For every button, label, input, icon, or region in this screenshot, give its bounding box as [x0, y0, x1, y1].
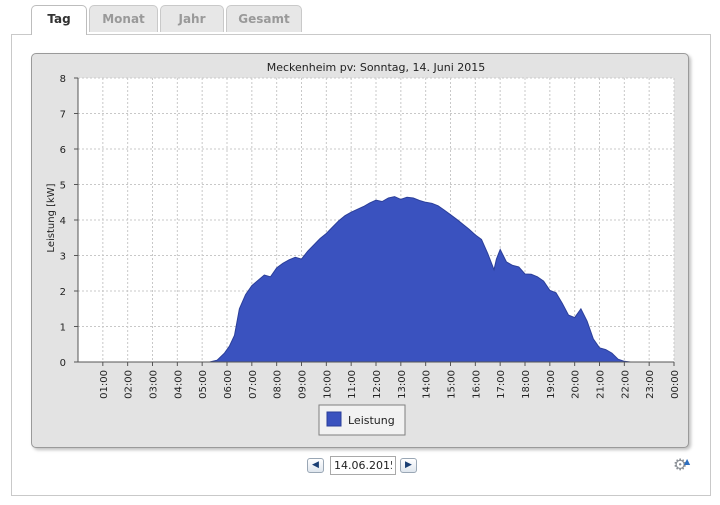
y-tick-label: 5: [60, 181, 66, 192]
x-tick-label: 05:00: [198, 370, 209, 399]
x-tick-label: 19:00: [546, 370, 557, 399]
y-tick-label: 3: [60, 252, 66, 263]
legend-label: Leistung: [348, 414, 395, 427]
y-tick-label: 7: [60, 110, 66, 121]
axes: 0 1 2 3 4 5 6 7 8 01:00 02:00 03:00 04:00 05:00 06:00 0…: [60, 74, 681, 399]
y-tick-label: 2: [60, 287, 66, 298]
x-tick-label: 16:00: [471, 370, 482, 399]
x-tick-label: 21:00: [596, 370, 607, 399]
x-tick-label: 03:00: [149, 370, 160, 399]
y-tick-label: 6: [60, 145, 66, 156]
x-tick-label: 07:00: [248, 370, 259, 399]
tab-tag[interactable]: Tag: [31, 5, 87, 35]
chevron-left-icon: ◀: [312, 460, 319, 470]
legend[interactable]: Leistung: [318, 404, 406, 436]
x-tick-label: 06:00: [223, 370, 234, 399]
x-tick-label: 01:00: [99, 370, 110, 399]
y-tick-label: 1: [60, 323, 66, 334]
x-tick-label: 15:00: [447, 370, 458, 399]
y-tick-label: 0: [60, 358, 66, 369]
y-axis-label: Leistung [kW]: [46, 183, 57, 252]
x-tick-label: 12:00: [372, 370, 383, 399]
series-area-leistung: [78, 196, 674, 363]
x-tick-label: 00:00: [670, 370, 681, 399]
x-tick-label: 18:00: [521, 370, 532, 399]
tab-jahr[interactable]: Jahr: [160, 5, 224, 32]
tab-gesamt[interactable]: Gesamt: [226, 5, 302, 32]
x-tick-label: 09:00: [298, 370, 309, 399]
legend-swatch: [326, 411, 342, 427]
y-tick-label: 4: [60, 216, 66, 227]
x-tick-label: 02:00: [124, 370, 135, 399]
y-tick-label: 8: [60, 74, 66, 85]
previous-day-button[interactable]: ◀: [307, 458, 324, 473]
x-tick-label: 08:00: [273, 370, 284, 399]
x-tick-label: 13:00: [397, 370, 408, 399]
x-tick-label: 20:00: [571, 370, 582, 399]
x-tick-label: 10:00: [322, 370, 333, 399]
x-tick-label: 11:00: [347, 370, 358, 399]
x-tick-label: 23:00: [645, 370, 656, 399]
x-tick-label: 17:00: [496, 370, 507, 399]
chevron-right-icon: ▶: [405, 460, 412, 470]
x-tick-label: 04:00: [173, 370, 184, 399]
x-tick-label: 14:00: [422, 370, 433, 399]
x-tick-label: 22:00: [620, 370, 631, 399]
next-day-button[interactable]: ▶: [400, 458, 417, 473]
chart-title: Meckenheim pv: Sonntag, 14. Juni 2015: [267, 61, 486, 74]
settings-button[interactable]: ⚙ ▲: [673, 456, 693, 474]
date-input[interactable]: [330, 456, 396, 475]
tab-monat[interactable]: Monat: [89, 5, 158, 32]
arrow-up-icon: ▲: [684, 457, 691, 466]
gear-icon: ⚙: [673, 455, 688, 474]
